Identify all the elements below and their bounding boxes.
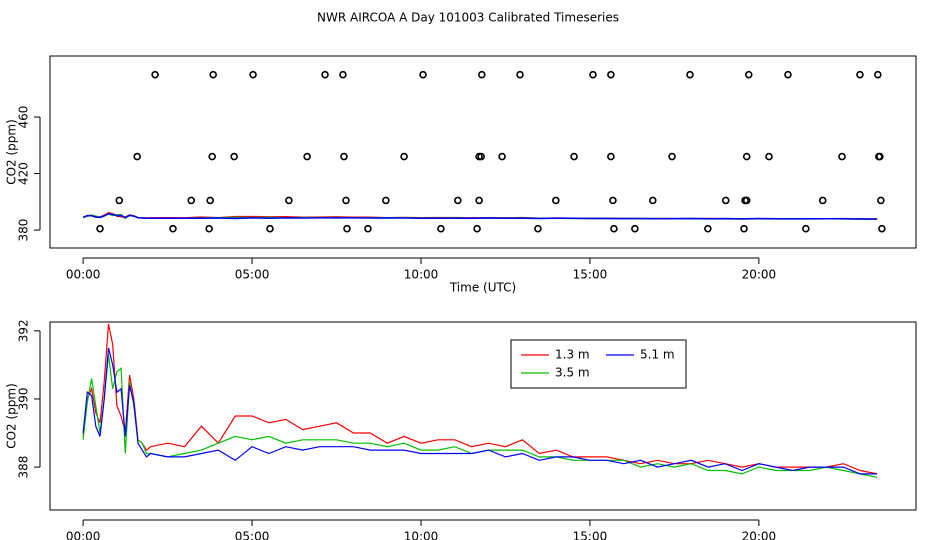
y-tick-label: 420 [17, 162, 31, 185]
scatter-point [534, 224, 542, 233]
scatter-point [856, 70, 864, 79]
scatter-point [478, 70, 486, 79]
y-tick-label: 390 [17, 388, 31, 411]
x-tick-label: 20:00 [742, 530, 777, 540]
scatter-point [668, 152, 676, 161]
scatter-point [454, 196, 462, 205]
x-tick-label: 10:00 [404, 268, 439, 282]
y-axis-label: CO2 (ppm) [5, 119, 19, 185]
scatter-point [340, 152, 348, 161]
y-tick-label: 460 [17, 106, 31, 129]
series-line [82, 347, 878, 475]
scatter-point [607, 70, 615, 79]
scatter-point [838, 152, 846, 161]
scatter-point [876, 152, 884, 161]
scatter-point [382, 196, 390, 205]
scatter-point [607, 152, 615, 161]
scatter-point [570, 152, 578, 161]
scatter-point [740, 224, 748, 233]
scatter-point [342, 196, 350, 205]
x-axis-label: Time (UTC) [449, 281, 516, 295]
scatter-point [249, 70, 257, 79]
scatter-point [133, 152, 141, 161]
x-tick-label: 15:00 [573, 268, 608, 282]
scatter-point [686, 70, 694, 79]
scatter-point [877, 196, 885, 205]
scatter-point [169, 224, 177, 233]
scatter-point [96, 224, 104, 233]
series-line [82, 213, 878, 220]
scatter-point [303, 152, 311, 161]
scatter-point [209, 70, 217, 79]
scatter-point [208, 152, 216, 161]
x-tick-label: 00:00 [66, 268, 101, 282]
scatter-point [742, 196, 751, 205]
scatter-point [721, 196, 730, 205]
legend-label: 3.5 m [555, 366, 590, 380]
scatter-point [784, 70, 792, 79]
scatter-point [115, 196, 124, 205]
x-tick-label: 00:00 [66, 530, 101, 540]
chart-title: NWR AIRCOA A Day 101003 Calibrated Times… [317, 11, 619, 25]
scatter-point [742, 152, 751, 161]
x-tick-label: 20:00 [742, 268, 777, 282]
scatter-point [765, 152, 773, 161]
scatter-point [437, 224, 445, 233]
scatter-point [498, 152, 506, 161]
scatter-point [419, 70, 427, 79]
x-tick-label: 05:00 [235, 268, 270, 282]
scatter-point [473, 224, 481, 233]
scatter-point [339, 70, 347, 79]
x-tick-label: 15:00 [573, 530, 608, 540]
scatter-point [205, 224, 213, 233]
scatter-point [552, 196, 560, 205]
scatter-point [343, 224, 351, 233]
scatter-point [589, 70, 597, 79]
scatter-point [802, 224, 810, 233]
scatter-point [151, 70, 159, 79]
x-tick-label: 10:00 [404, 530, 439, 540]
scatter-point [400, 152, 408, 161]
scatter-point [475, 196, 483, 205]
scatter-point [744, 70, 753, 79]
scatter-point [477, 152, 485, 161]
scatter-point [230, 152, 238, 161]
y-tick-label: 380 [17, 219, 31, 242]
plot-frame [49, 321, 917, 511]
legend-label: 5.1 m [640, 348, 675, 362]
scatter-point [516, 70, 524, 79]
x-tick-label: 05:00 [235, 530, 270, 540]
scatter-point [206, 196, 214, 205]
legend-label: 1.3 m [555, 348, 590, 362]
scatter-point [187, 196, 196, 205]
scatter-point [818, 196, 827, 205]
scatter-point [631, 224, 639, 233]
scatter-point [609, 196, 617, 205]
scatter-point [364, 224, 372, 233]
scatter-point [321, 70, 329, 79]
scatter-point [874, 70, 882, 79]
scatter-point [648, 196, 657, 205]
y-tick-label: 388 [17, 456, 31, 479]
y-tick-label: 392 [17, 319, 31, 342]
scatter-point [610, 224, 618, 233]
scatter-point [704, 224, 712, 233]
plot-frame [49, 55, 917, 249]
scatter-point [878, 224, 886, 233]
y-axis-label: CO2 (ppm) [5, 383, 19, 449]
scatter-point [285, 196, 293, 205]
series-line [82, 354, 878, 478]
legend-box [510, 339, 687, 389]
scatter-point [266, 224, 274, 233]
